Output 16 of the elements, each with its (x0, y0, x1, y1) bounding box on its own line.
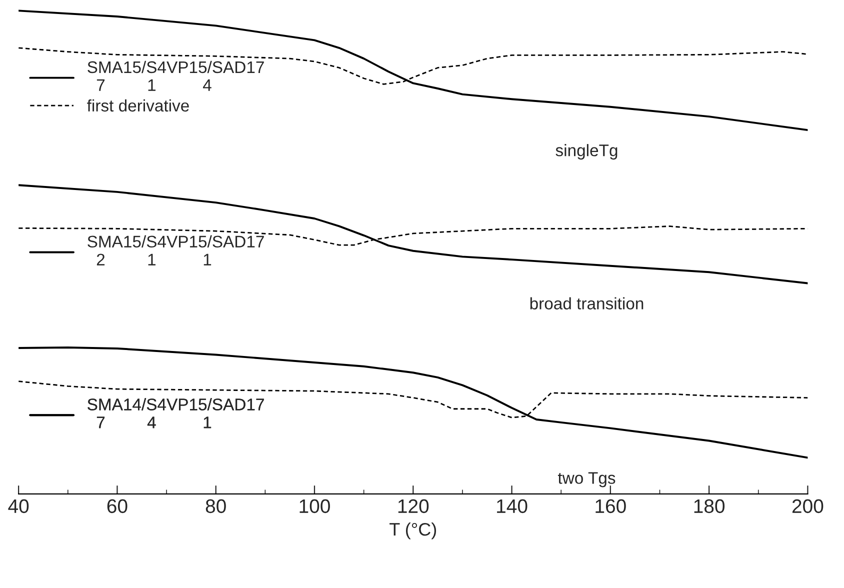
annotation: singleTg (556, 144, 618, 160)
x-tick-label: 180 (694, 499, 725, 514)
annotation: broad transition (530, 297, 644, 310)
x-tick-label: 60 (107, 499, 128, 514)
legend-label: SMA15/S4VP15/SAD17 2 1 1 (88, 235, 264, 266)
x-tick-label: 120 (398, 499, 429, 514)
x-tick-label: 40 (8, 499, 29, 514)
x-tick-label: 100 (300, 499, 330, 514)
x-tick-label: 200 (792, 499, 824, 514)
x-tick-label: 80 (206, 499, 226, 514)
legend-label: first derivative (87, 99, 189, 112)
legend-label: SMA14/S4VP15/SAD17 7 4 1 (88, 398, 264, 428)
annotation: two Tgs (558, 472, 616, 488)
x-tick-label: 160 (596, 499, 626, 514)
x-axis-title: T (°C) (390, 522, 436, 540)
x-tick-label: 140 (497, 499, 528, 514)
